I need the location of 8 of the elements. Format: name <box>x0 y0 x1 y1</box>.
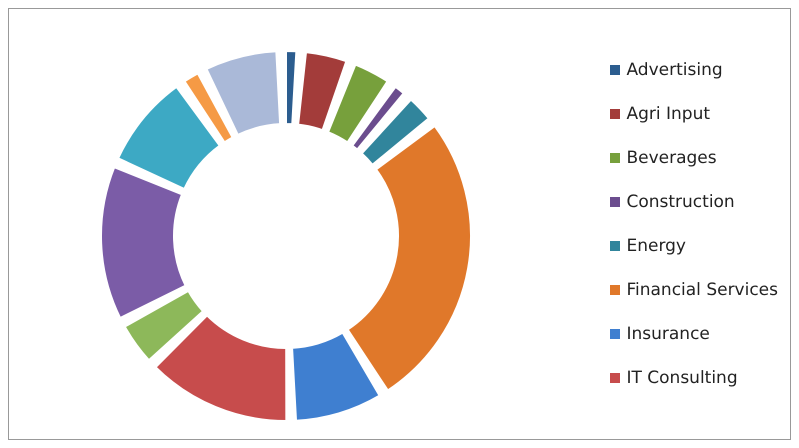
legend-label: Insurance <box>626 324 710 344</box>
legend-label: Beverages <box>626 148 717 168</box>
legend-label: IT Consulting <box>626 368 738 388</box>
legend-label: Construction <box>626 192 735 212</box>
legend-label: Financial Services <box>626 280 778 300</box>
legend-label: Energy <box>626 236 686 256</box>
legend-label: Advertising <box>626 60 723 80</box>
legend-label: Agri Input <box>626 104 710 124</box>
